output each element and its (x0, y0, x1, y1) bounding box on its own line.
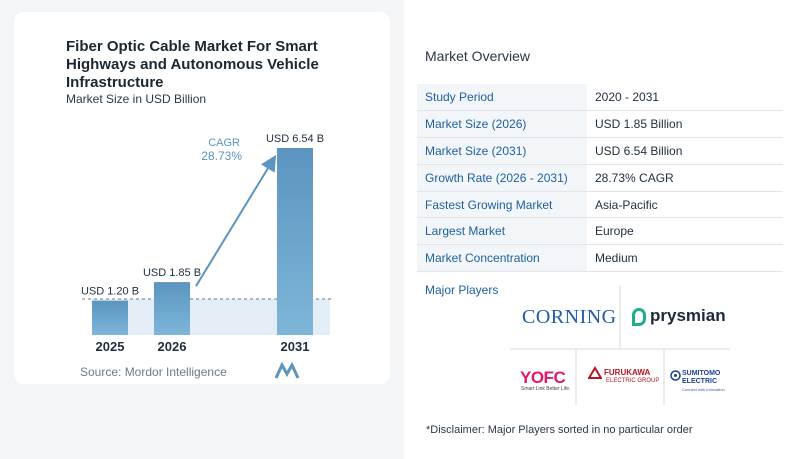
overview-title: Market Overview (425, 48, 531, 64)
overview-row: Market Size (2031) USD 6.54 Billion (417, 137, 783, 165)
mordor-logo-icon (274, 362, 300, 379)
prysmian-mark-icon (632, 307, 646, 326)
chart-title: Fiber Optic Cable Market For Smart Highw… (66, 38, 319, 91)
prysmian-logo: prysmian (632, 306, 726, 326)
overview-key: Market Size (2026) (417, 110, 587, 139)
data-label-2025: USD 1.20 B (81, 286, 139, 298)
overview-row: Market Concentration Medium (417, 244, 783, 273)
yofc-logo: YOFC (520, 368, 566, 387)
x-tick-2031: 2031 (281, 339, 310, 354)
bar-2025 (92, 300, 128, 335)
overview-row: Fastest Growing Market Asia-Pacific (417, 191, 783, 219)
overview-key: Market Size (2031) (417, 137, 587, 165)
overview-key: Market Concentration (417, 244, 587, 273)
cagr-label: CAGR (208, 137, 240, 149)
overview-row: Largest Market Europe (417, 217, 783, 246)
x-tick-2025: 2025 (96, 339, 125, 354)
overview-key: Largest Market (417, 217, 587, 246)
yofc-tagline: Smart Link Better Life. (521, 386, 571, 392)
source-note: Source: Mordor Intelligence (80, 365, 227, 379)
cagr-value: 28.73% (201, 149, 242, 163)
furukawa-mark-icon (588, 366, 602, 379)
bar-chart: USD 1.20 B 2025 USD 1.85 B 2026 USD 6.54 B 20… (81, 133, 332, 354)
prysmian-logo-text: prysmian (650, 306, 726, 325)
furukawa-sub: ELECTRIC GROUP (606, 378, 660, 384)
chart-subtitle: Market Size in USD Billion (66, 92, 207, 106)
overview-key: Fastest Growing Market (417, 191, 587, 219)
data-label-2026: USD 1.85 B (143, 267, 201, 279)
data-label-2031: USD 6.54 B (266, 133, 324, 145)
players-title: Major Players (425, 283, 499, 297)
disclaimer: *Disclaimer: Major Players sorted in no … (426, 424, 693, 436)
overview-value: Medium (587, 244, 783, 273)
corning-logo: CORNING (522, 306, 617, 328)
x-tick-2026: 2026 (158, 339, 187, 354)
sumitomo-tagline: Connect with Innovation (682, 387, 725, 392)
overview-row: Study Period 2020 - 2031 (417, 84, 783, 112)
overview-key: Growth Rate (2026 - 2031) (417, 164, 587, 192)
overview-value: USD 6.54 Billion (587, 137, 783, 165)
overview-value: 28.73% CAGR (587, 164, 783, 192)
overview-key: Study Period (417, 84, 587, 112)
overview-table: Study Period 2020 - 2031 Market Size (2026… (417, 84, 783, 273)
bar-2026 (154, 282, 190, 335)
bar-2031 (277, 148, 313, 335)
overview-value: USD 1.85 Billion (587, 110, 783, 139)
overview-row: Market Size (2026) USD 1.85 Billion (417, 110, 783, 139)
overview-row: Growth Rate (2026 - 2031) 28.73% CAGR (417, 164, 783, 192)
cagr-arrow (195, 154, 277, 287)
overview-value: Europe (587, 217, 783, 246)
sumitomo-mark-icon (670, 370, 681, 381)
furukawa-logo: FURUKAWA (604, 368, 651, 377)
sumitomo-line1: SUMITOMO (682, 370, 721, 377)
sumitomo-logo: SUMITOMO ELECTRIC (682, 370, 720, 386)
sumitomo-line2: ELECTRIC (682, 378, 717, 385)
overview-value: 2020 - 2031 (587, 84, 783, 112)
overview-value: Asia-Pacific (587, 191, 783, 219)
players-grid (510, 285, 730, 405)
